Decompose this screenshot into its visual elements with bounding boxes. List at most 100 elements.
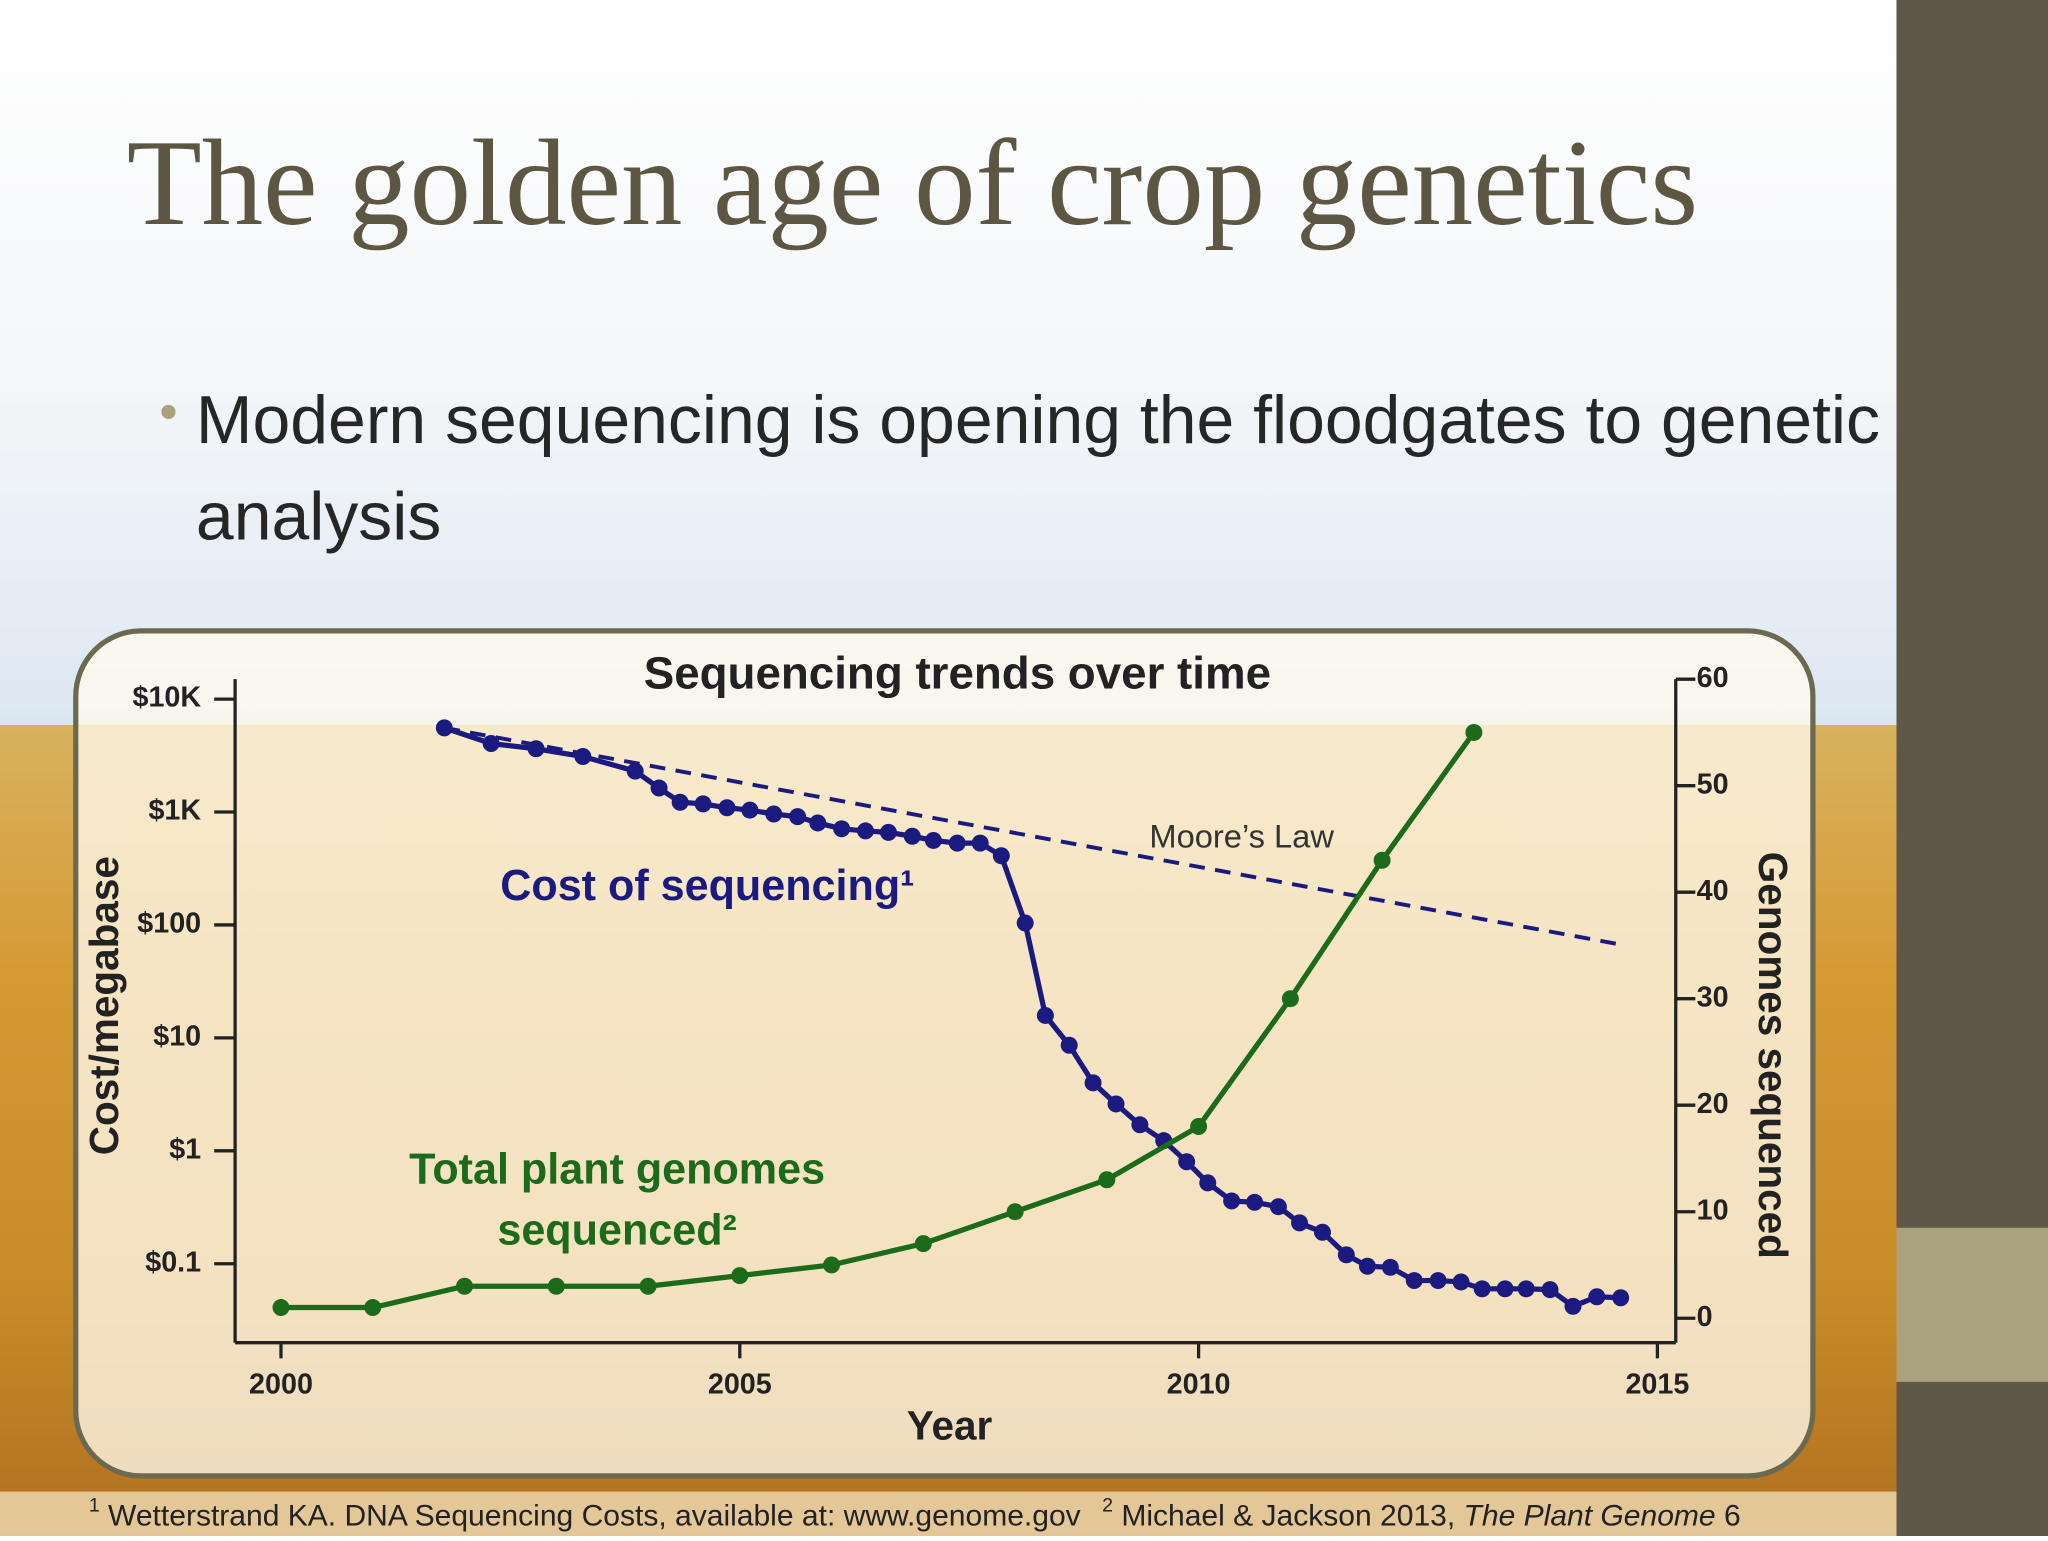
series-label-box: Cost of sequencing¹ (500, 860, 915, 910)
data-point (718, 799, 736, 817)
y2-tick-label: 30 (1697, 981, 1729, 1013)
data-point (823, 1256, 841, 1274)
series-label-box: Moore’s Law (1149, 819, 1334, 856)
y-tick-label: $10 (153, 1020, 201, 1052)
data-point (857, 822, 874, 840)
data-point (1006, 1203, 1024, 1221)
data-point (1036, 1006, 1054, 1024)
data-point (992, 847, 1010, 865)
y2-tick-label: 60 (1697, 662, 1729, 694)
data-point (1358, 1257, 1376, 1275)
footnote-marker: 2 (1102, 1495, 1113, 1517)
footnotes: 1 Wetterstrand KA. DNA Sequencing Costs,… (89, 1495, 1741, 1533)
data-point (1060, 1036, 1078, 1054)
bullet-dot: • (159, 383, 177, 441)
data-point (731, 1267, 749, 1285)
y-tick-label: $10K (132, 682, 201, 714)
data-point (971, 834, 989, 852)
data-point (1246, 1193, 1264, 1211)
x-axis-label: Year (907, 1403, 993, 1449)
data-point (833, 820, 851, 838)
bullet-text: Modern sequencing is opening the floodga… (195, 382, 1881, 556)
data-point (765, 805, 783, 823)
footnote-italic: The Plant Genome (1464, 1500, 1716, 1533)
y2-tick-label: 20 (1697, 1088, 1729, 1120)
y-axis-label: Cost/megabase (81, 856, 127, 1155)
footnote-band (0, 1491, 1897, 1536)
trend-line (443, 725, 1622, 947)
data-point (1473, 1280, 1491, 1298)
y-tick-label: $1K (148, 795, 201, 827)
data-point (547, 1277, 565, 1295)
data-point (1190, 1118, 1208, 1135)
series-label: Total plant genomes sequenced² (409, 1144, 826, 1254)
data-point (1199, 1174, 1217, 1192)
data-point (456, 1277, 473, 1295)
data-point (1269, 1198, 1287, 1216)
footnote-marker: 1 (89, 1495, 100, 1517)
side-accent (1896, 1227, 2048, 1382)
data-point (1541, 1281, 1559, 1299)
data-point (1373, 851, 1391, 869)
footnote-text: 6 (1724, 1500, 1741, 1533)
y2-tick-label: 10 (1697, 1194, 1729, 1226)
data-point (1131, 1116, 1149, 1134)
chart-panel (73, 628, 1816, 1479)
bullet-box: Modern sequencing is opening the floodga… (195, 382, 1881, 556)
y2-tick-label: 40 (1697, 875, 1729, 907)
data-point (694, 795, 712, 813)
data-point (924, 831, 942, 849)
data-point (1496, 1280, 1514, 1298)
data-point (1465, 723, 1483, 741)
data-point (1016, 914, 1034, 932)
data-point (741, 801, 759, 819)
x-tick-label: 2010 (1167, 1368, 1231, 1400)
series-label-box: Total plant genomes sequenced² (409, 1144, 826, 1254)
data-point (1405, 1272, 1423, 1290)
data-point (626, 762, 644, 780)
data-point (482, 735, 500, 753)
data-point (1517, 1280, 1535, 1298)
data-point (1291, 1214, 1309, 1232)
y-tick-label: $1 (169, 1133, 201, 1165)
y2-axis-label: Genomes sequenced (1750, 852, 1796, 1259)
data-point (272, 1299, 290, 1317)
series-label: Cost of sequencing¹ (500, 860, 915, 910)
data-point (1281, 990, 1299, 1008)
x-tick-label: 2005 (708, 1368, 772, 1400)
data-point (1223, 1192, 1241, 1210)
data-point (1084, 1074, 1102, 1092)
data-point (1313, 1223, 1331, 1241)
y2-tick-label: 0 (1697, 1301, 1713, 1333)
data-point (650, 779, 668, 797)
data-point (1178, 1153, 1196, 1171)
footnote-text: Wetterstrand KA. DNA Sequencing Costs, a… (108, 1500, 1081, 1533)
chart-title: Sequencing trends over time (644, 648, 1271, 699)
footnote-text: Michael & Jackson 2013, (1121, 1500, 1455, 1533)
data-point (789, 808, 807, 826)
data-point (948, 834, 966, 852)
y2-tick-label: 50 (1697, 768, 1729, 800)
slide-title: The golden age of crop genetics (127, 115, 1698, 251)
series-line (280, 730, 1477, 1311)
data-point (1612, 1289, 1630, 1307)
data-point (1588, 1288, 1606, 1306)
data-point (671, 793, 689, 811)
data-point (639, 1277, 657, 1295)
x-tick-label: 2015 (1625, 1368, 1689, 1400)
x-tick-label: 2000 (249, 1368, 313, 1400)
data-point (1452, 1273, 1470, 1291)
y-tick-label: $100 (137, 908, 201, 940)
data-point (1564, 1297, 1582, 1315)
data-point (364, 1299, 382, 1317)
data-point (1098, 1171, 1116, 1189)
data-point (1337, 1246, 1355, 1264)
data-point (1107, 1095, 1125, 1113)
data-point (903, 827, 921, 845)
data-point (1381, 1258, 1399, 1276)
y-tick-label: $0.1 (145, 1246, 201, 1278)
data-point (879, 823, 897, 841)
data-point (914, 1235, 932, 1253)
